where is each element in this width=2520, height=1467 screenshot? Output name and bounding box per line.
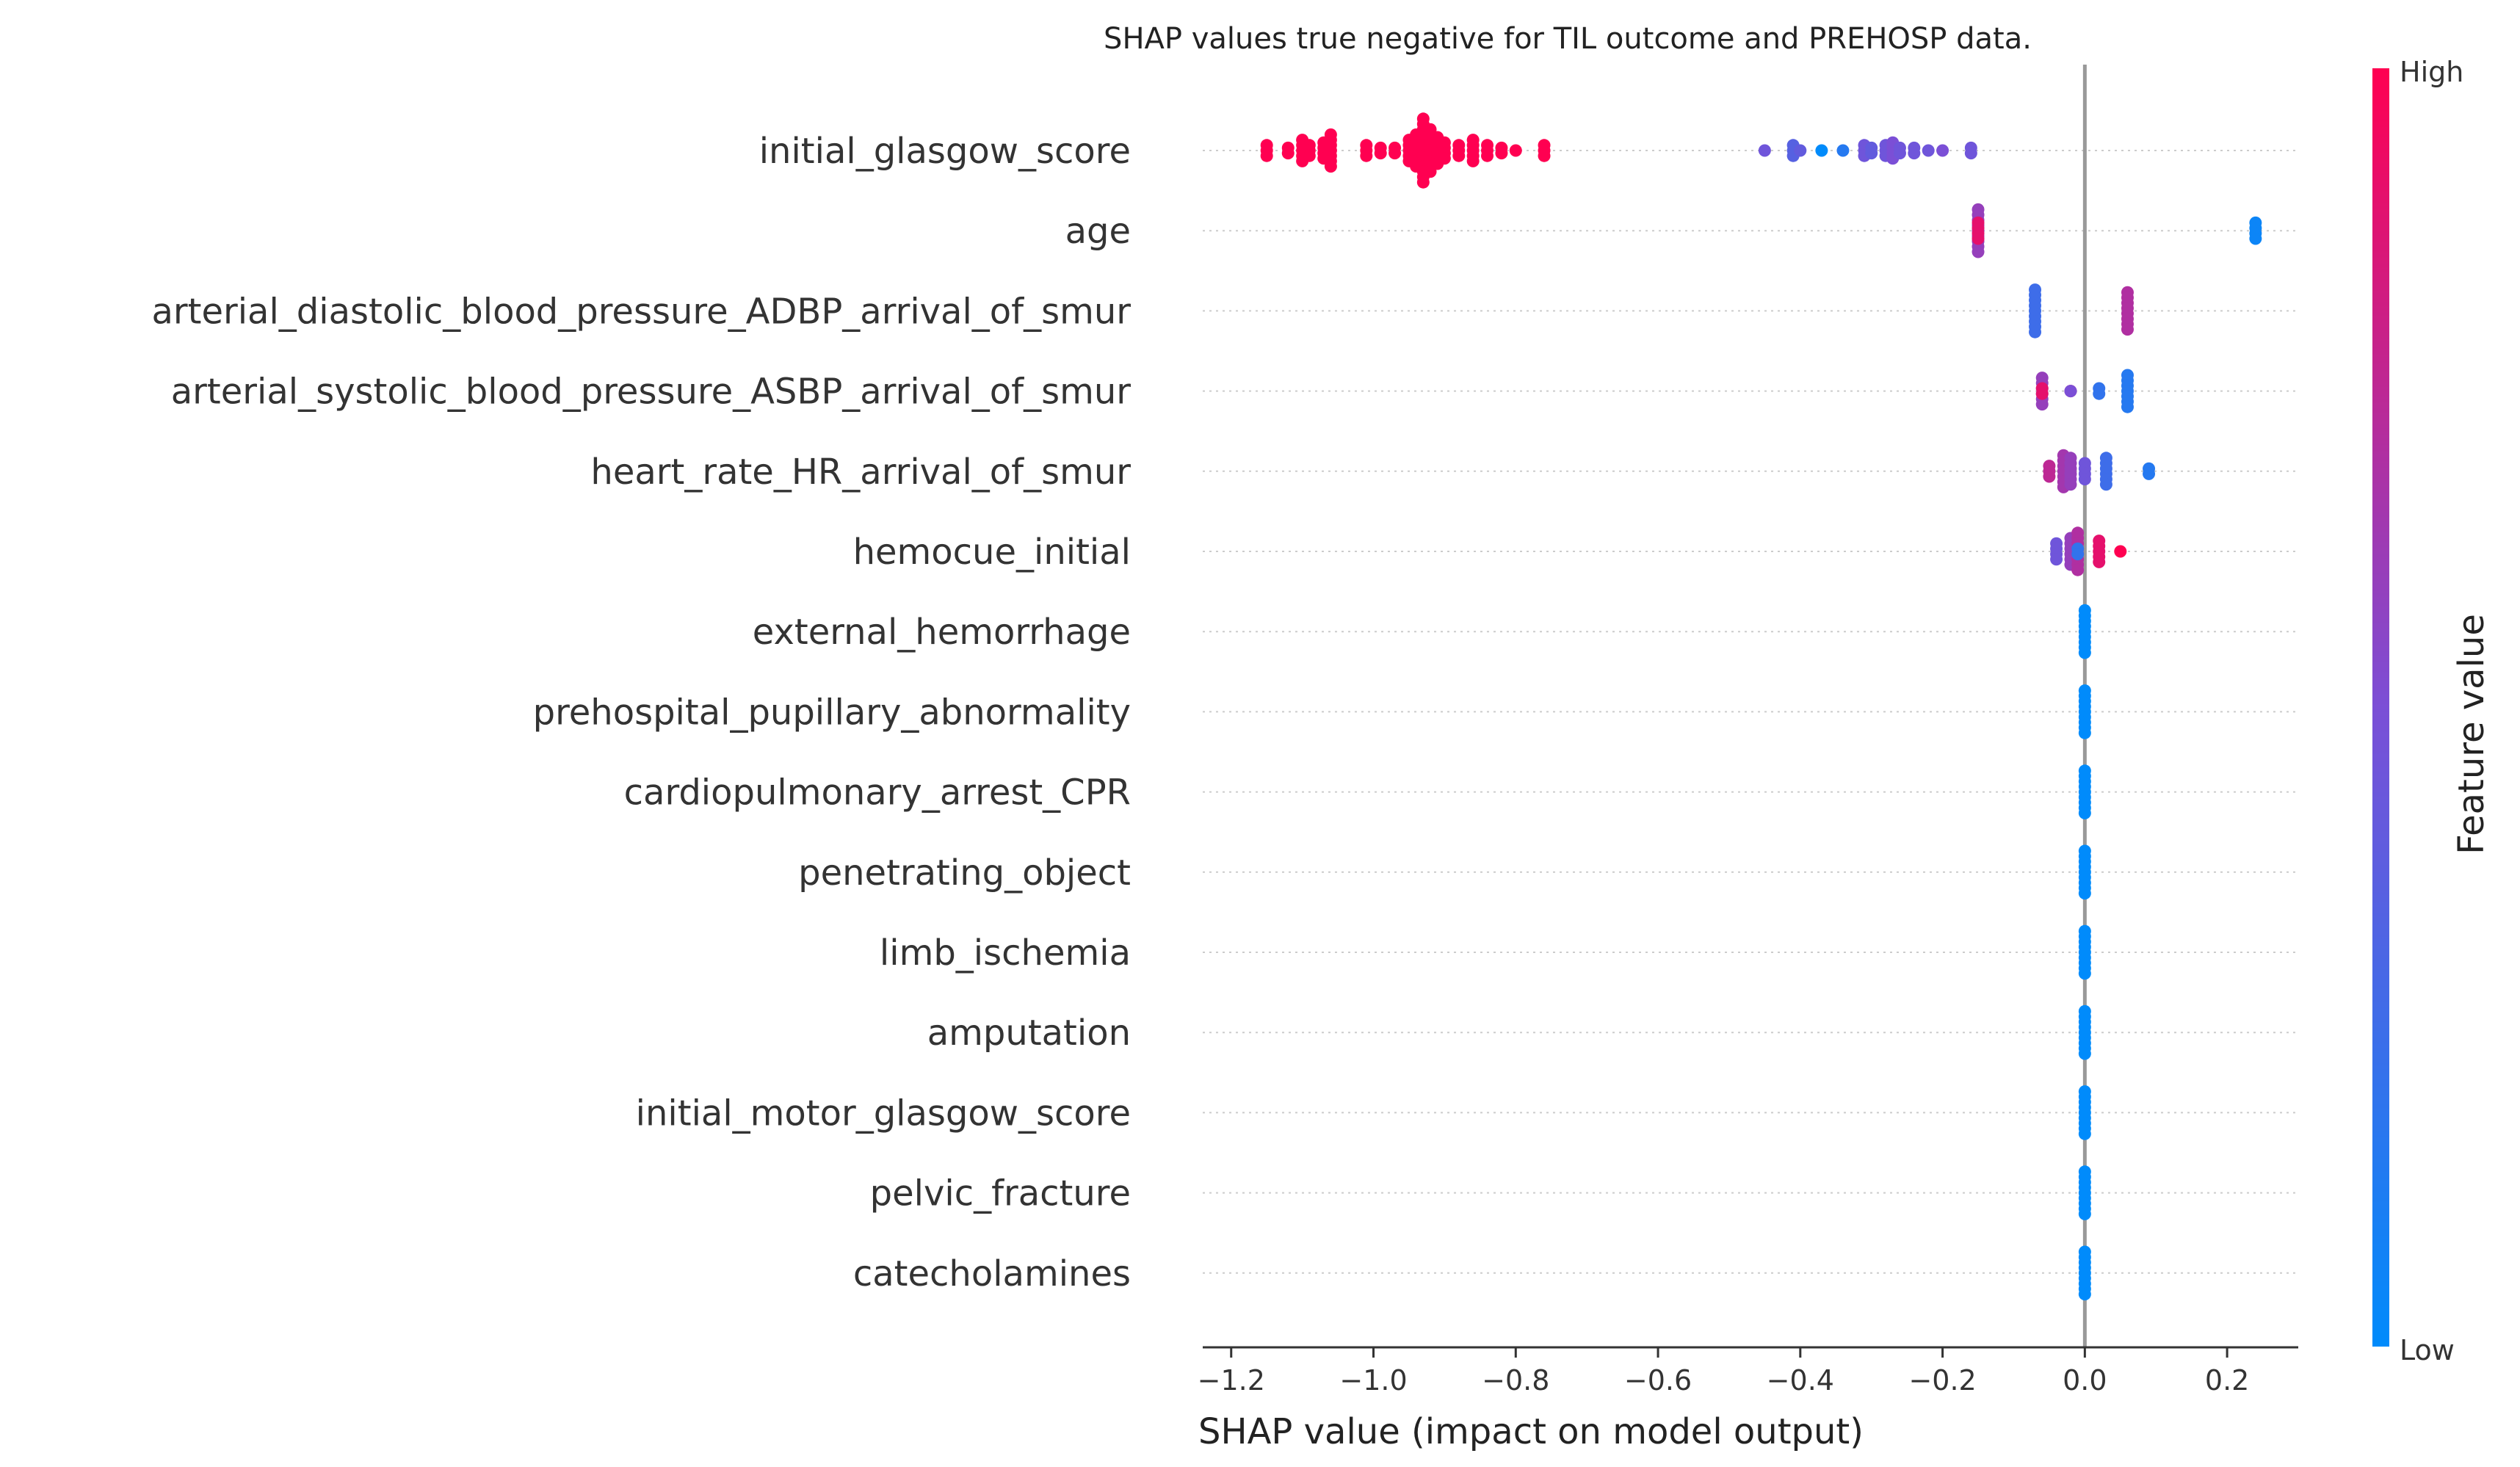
feature-label: initial_glasgow_score <box>759 131 1131 172</box>
feature-label: limb_ischemia <box>880 932 1131 974</box>
data-point <box>2143 467 2156 480</box>
data-points <box>1260 112 2262 1301</box>
data-point <box>2121 400 2134 413</box>
data-point <box>2035 387 2049 400</box>
x-tick-label: −1.0 <box>1339 1364 1407 1397</box>
data-point <box>2078 1207 2091 1220</box>
data-point <box>2078 1127 2091 1140</box>
data-point <box>1481 149 1494 162</box>
data-point <box>2078 646 2091 659</box>
colorbar <box>2372 68 2389 1347</box>
feature-label: cardiopulmonary_arrest_CPR <box>624 772 1131 814</box>
colorbar-high-label: High <box>2400 56 2463 88</box>
data-point <box>1922 144 1935 157</box>
data-point <box>1538 149 1551 162</box>
chart-title: SHAP values true negative for TIL outcom… <box>1104 22 2032 56</box>
colorbar-low-label: Low <box>2400 1334 2455 1366</box>
data-point <box>1260 149 1273 162</box>
data-point <box>2078 1047 2091 1060</box>
feature-label: hemocue_initial <box>853 532 1131 573</box>
data-point <box>1438 152 1451 165</box>
data-point <box>2029 325 2042 338</box>
feature-label: arterial_systolic_blood_pressure_ASBP_ar… <box>171 372 1131 413</box>
data-point <box>2078 1288 2091 1301</box>
data-point <box>2071 548 2085 561</box>
data-point <box>2071 563 2085 576</box>
data-point <box>2078 726 2091 739</box>
feature-label: prehospital_pupillary_abnormality <box>533 692 1131 733</box>
data-point <box>2064 478 2077 491</box>
data-point <box>2078 806 2091 819</box>
data-point <box>1416 175 1430 189</box>
feature-label: initial_motor_glasgow_score <box>636 1093 1131 1134</box>
feature-label: external_hemorrhage <box>753 612 1131 653</box>
data-point <box>1815 144 1828 157</box>
x-axis-ticks: −1.2 −1.0 −0.8 −0.6 −0.4 −0.2 0.0 0.2 <box>1198 1347 2249 1397</box>
data-point <box>1794 144 1807 157</box>
data-point <box>1893 147 1906 160</box>
data-point <box>2078 473 2091 486</box>
data-point <box>1466 154 1480 167</box>
x-axis-title: SHAP value (impact on model output) <box>1198 1411 1864 1452</box>
data-point <box>2043 470 2056 483</box>
data-point <box>2078 967 2091 980</box>
data-point <box>1908 147 1921 160</box>
data-point <box>2114 545 2127 558</box>
data-point <box>1936 144 1949 157</box>
feature-label: amputation <box>927 1013 1131 1054</box>
data-point <box>1374 147 1387 160</box>
data-point <box>1360 149 1373 162</box>
data-point <box>1388 147 1402 160</box>
data-point <box>2050 553 2063 566</box>
data-point <box>2035 398 2049 411</box>
data-point <box>2121 323 2134 336</box>
data-point <box>2249 232 2262 245</box>
x-tick-label: −0.6 <box>1624 1364 1692 1397</box>
colorbar-title: Feature value <box>2451 614 2492 855</box>
data-point <box>1865 147 1878 160</box>
data-point <box>2099 478 2112 491</box>
x-tick-label: −1.2 <box>1198 1364 1265 1397</box>
feature-label: catecholamines <box>853 1253 1131 1294</box>
feature-label: pelvic_fracture <box>870 1173 1131 1214</box>
data-point <box>2078 887 2091 900</box>
data-point <box>1972 245 1985 258</box>
data-point <box>1972 232 1985 245</box>
data-point <box>2064 385 2077 398</box>
data-point <box>1303 149 1316 162</box>
feature-label: age <box>1065 211 1131 252</box>
feature-label: heart_rate_HR_arrival_of_smur <box>590 452 1131 493</box>
x-tick-label: −0.8 <box>1482 1364 1549 1397</box>
data-point <box>1452 149 1466 162</box>
data-point <box>1424 165 1437 178</box>
data-point <box>1964 147 1977 160</box>
grid-lines <box>1203 150 2298 1274</box>
data-point <box>1281 147 1295 160</box>
data-point <box>2093 555 2106 568</box>
x-tick-label: −0.4 <box>1767 1364 1834 1397</box>
feature-label: penetrating_object <box>798 852 1131 894</box>
data-point <box>2093 387 2106 400</box>
data-point <box>1758 144 1771 157</box>
data-point <box>1509 144 1522 157</box>
data-point <box>1495 147 1508 160</box>
data-point <box>1836 144 1850 157</box>
x-tick-label: 0.0 <box>2063 1364 2107 1397</box>
x-tick-label: 0.2 <box>2205 1364 2249 1397</box>
feature-label: arterial_diastolic_blood_pressure_ADBP_a… <box>151 291 1131 332</box>
x-tick-label: −0.2 <box>1908 1364 1976 1397</box>
data-point <box>1324 160 1337 173</box>
